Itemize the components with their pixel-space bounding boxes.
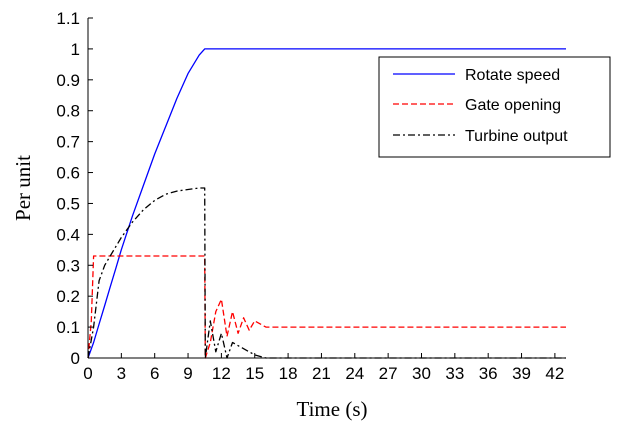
- x-tick-label: 21: [312, 364, 331, 383]
- y-tick-label: 0.7: [56, 133, 80, 152]
- x-tick-label: 9: [183, 364, 192, 383]
- y-tick-label: 0.9: [56, 71, 80, 90]
- y-tick-label: 1: [71, 40, 80, 59]
- y-tick-label: 0.4: [56, 225, 80, 244]
- legend-label-rotate-speed: Rotate speed: [465, 67, 560, 84]
- y-tick-label: 1.1: [56, 9, 80, 28]
- x-tick-label: 42: [545, 364, 564, 383]
- y-tick-label: 0.8: [56, 102, 80, 121]
- plot-area: [87, 48, 566, 359]
- x-tick-label: 6: [150, 364, 159, 383]
- y-axis-label: Per unit: [11, 155, 35, 221]
- y-tick-label: 0.3: [56, 256, 80, 275]
- axes: 0 3 6 9 12 15 18 21 24 27 30 33 36 39 4200.10.20.30.40…: [56, 9, 566, 383]
- x-tick-label: 24: [345, 364, 364, 383]
- x-tick-label: 15: [245, 364, 264, 383]
- series-line-turbine-output: [87, 187, 566, 359]
- x-tick-label: 12: [212, 364, 231, 383]
- y-tick-label: 0.1: [56, 318, 80, 337]
- x-tick-label: 0: [83, 364, 92, 383]
- y-tick-label: 0.2: [56, 287, 80, 306]
- y-tick-label: 0.5: [56, 194, 80, 213]
- legend-label-gate-opening: Gate opening: [465, 97, 561, 114]
- series-line-rotate-speed: [87, 48, 566, 359]
- x-axis-label: Time (s): [297, 397, 368, 421]
- x-tick-label: 3: [117, 364, 126, 383]
- legend: Rotate speed Gate opening Turbine output: [378, 56, 611, 158]
- y-tick-label: 0: [71, 349, 80, 368]
- series-line-gate-opening: [87, 255, 566, 359]
- x-tick-label: 39: [512, 364, 531, 383]
- x-tick-label: 18: [279, 364, 298, 383]
- x-tick-label: 36: [479, 364, 498, 383]
- x-tick-label: 33: [445, 364, 464, 383]
- legend-label-turbine-output: Turbine output: [465, 128, 568, 145]
- x-tick-label: 27: [379, 364, 398, 383]
- x-tick-label: 30: [412, 364, 431, 383]
- y-tick-label: 0.6: [56, 164, 80, 183]
